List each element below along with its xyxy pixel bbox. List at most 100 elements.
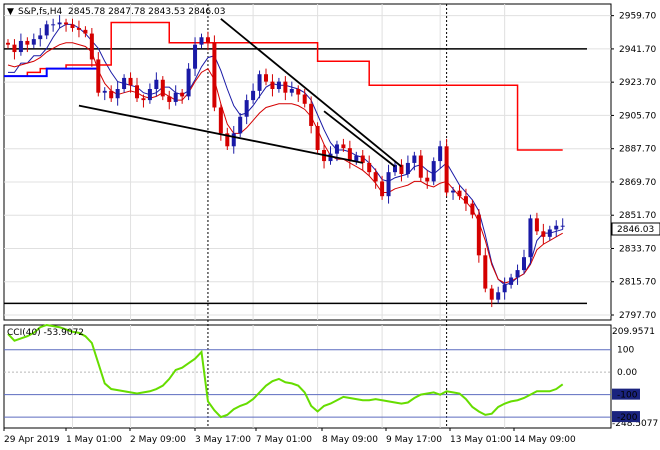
candle-body xyxy=(412,155,417,163)
chart-header-arrow-icon[interactable]: ▼ xyxy=(7,7,14,17)
trendline-segment[interactable] xyxy=(323,110,396,168)
cci-tick-label: 100 xyxy=(617,346,634,356)
cci-tick-bg xyxy=(612,388,640,400)
candle-body xyxy=(373,172,378,182)
candle-body xyxy=(25,40,30,45)
horizontal-levels xyxy=(4,48,587,305)
cci-tick-bg xyxy=(612,411,640,423)
current-price-label: 2846.03 xyxy=(617,225,654,235)
candle-body xyxy=(141,98,146,101)
price-tick-label: 2923.70 xyxy=(619,78,656,88)
candle-body xyxy=(167,96,172,102)
candle-body xyxy=(470,203,475,215)
candle-body xyxy=(489,288,494,300)
trendlines[interactable] xyxy=(78,18,403,168)
candle-body xyxy=(476,214,481,256)
candle-body xyxy=(515,270,520,278)
stepped-level-line xyxy=(8,21,563,151)
candle-body xyxy=(328,153,333,162)
candle-body xyxy=(193,44,198,69)
support-step-line xyxy=(4,67,99,78)
candle-body xyxy=(128,77,133,86)
candle-body xyxy=(180,92,185,97)
candle-body xyxy=(264,74,268,82)
candle-body xyxy=(18,40,23,53)
candle-body xyxy=(38,35,43,40)
candle-body xyxy=(405,162,410,175)
candle-body xyxy=(225,133,230,147)
price-tick-label: 2959.70 xyxy=(619,12,656,22)
price-tick-label: 2833.70 xyxy=(619,244,656,254)
candle-body xyxy=(205,37,210,43)
candle-body xyxy=(64,22,69,25)
candle-body xyxy=(367,162,372,173)
candle-body xyxy=(463,196,468,204)
time-tick-label: 2 May 09:00 xyxy=(130,435,186,445)
candle-body xyxy=(528,218,533,258)
price-axis: 2959.70 2941.70 2923.70 2905.70 2887.70 2869.… xyxy=(611,12,656,321)
candle-body xyxy=(393,164,397,173)
candle-body xyxy=(76,28,81,30)
cci-min-label: -248.5077 xyxy=(612,419,658,429)
candle-body xyxy=(238,116,243,134)
candle-body xyxy=(315,125,320,150)
candle-body xyxy=(57,22,62,25)
cci-tick-label: -200 xyxy=(617,413,638,423)
candle-body xyxy=(554,225,559,230)
candle-body xyxy=(380,181,385,197)
candle-body xyxy=(425,177,430,182)
current-price-box xyxy=(611,222,660,236)
candle-body xyxy=(302,94,307,104)
upper-trendline[interactable] xyxy=(220,18,403,168)
cci-line xyxy=(7,323,564,419)
candle-body xyxy=(283,81,288,93)
candle-body xyxy=(83,29,88,34)
time-tick-label: 8 May 09:00 xyxy=(322,435,378,445)
candle-body xyxy=(496,292,501,300)
cci-max-label: 209.9571 xyxy=(612,327,655,337)
candle-body xyxy=(309,103,314,126)
cci-label: CCI(40) -53.9072 xyxy=(7,328,84,338)
candle-body xyxy=(12,44,17,53)
candle-body xyxy=(212,42,217,108)
candle-body xyxy=(186,68,191,97)
price-tick-label: 2869.70 xyxy=(619,178,656,188)
candle-body xyxy=(102,90,107,93)
cci-tick-label: 0.00 xyxy=(617,368,637,378)
candle-body xyxy=(44,24,49,36)
lower-line xyxy=(7,42,563,284)
time-tick-label: 3 May 17:00 xyxy=(195,435,251,445)
time-tick-label: 13 May 01:00 xyxy=(450,435,512,445)
price-tick-label: 2905.70 xyxy=(619,111,656,121)
price-tick-label: 2887.70 xyxy=(619,145,656,155)
candle-body xyxy=(257,74,262,91)
candle-body xyxy=(483,255,488,289)
candle-body xyxy=(296,89,301,95)
candle-body xyxy=(289,89,294,93)
candle-body xyxy=(547,229,552,237)
candle-body xyxy=(173,92,178,102)
candle-body xyxy=(109,90,114,99)
price-tick-label: 2815.70 xyxy=(619,278,656,288)
lower-trendline[interactable] xyxy=(78,104,363,164)
candle-body xyxy=(251,90,256,101)
price-tick-label: 2797.70 xyxy=(619,311,656,321)
chart-symbol: S&P,fs,H4 xyxy=(18,7,63,17)
candles xyxy=(6,15,565,308)
time-tick-label: 9 May 17:00 xyxy=(386,435,442,445)
candle-body xyxy=(522,257,526,271)
candle-body xyxy=(341,144,346,149)
candle-body xyxy=(218,107,223,134)
price-tick-label: 2851.70 xyxy=(619,211,656,221)
candle-body xyxy=(270,81,275,90)
candle-body xyxy=(354,155,359,162)
candle-body xyxy=(334,144,339,154)
candle-body xyxy=(147,89,152,101)
candle-body xyxy=(444,146,449,193)
time-tick-label: 1 May 01:00 xyxy=(66,435,122,445)
price-tick-label: 2941.70 xyxy=(619,45,656,55)
candle-body xyxy=(160,79,165,97)
candle-body xyxy=(231,133,236,147)
